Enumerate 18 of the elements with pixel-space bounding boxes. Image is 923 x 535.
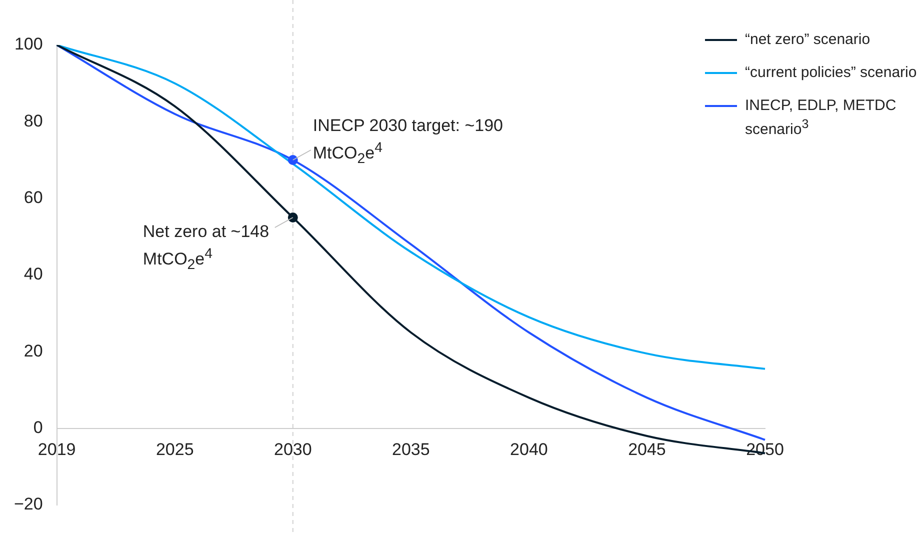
x-tick-label: 2025 bbox=[156, 440, 194, 460]
y-tick-label: 80 bbox=[24, 111, 43, 130]
y-tick-label: 40 bbox=[24, 264, 43, 284]
annotation: Net zero at ~148 MtCO$_{2}$e$^{4}$ bbox=[142, 220, 270, 275]
legend-label: “current policies” scenario bbox=[745, 63, 917, 82]
x-tick-label: 2030 bbox=[274, 440, 312, 460]
x-tick-label: 2035 bbox=[392, 440, 430, 460]
y-tick-label: 60 bbox=[24, 188, 43, 208]
y-tick-label: −20 bbox=[14, 494, 43, 514]
legend-label: “net zero” scenario bbox=[745, 30, 870, 49]
x-tick-label: 2040 bbox=[510, 440, 548, 460]
y-tick-label: 20 bbox=[24, 341, 43, 360]
legend-label: INECP, EDLP, METDC scenario$^{3}$ bbox=[745, 96, 898, 139]
y-tick-label: 0 bbox=[33, 418, 43, 438]
y-tick-label: 100 bbox=[14, 34, 43, 54]
x-tick-label: 2019 bbox=[38, 440, 76, 460]
x-tick-label: 2045 bbox=[628, 440, 666, 460]
annotation: INECP 2030 target: ~190 MtCO$_{2}$e$^{4}$ bbox=[312, 115, 504, 170]
